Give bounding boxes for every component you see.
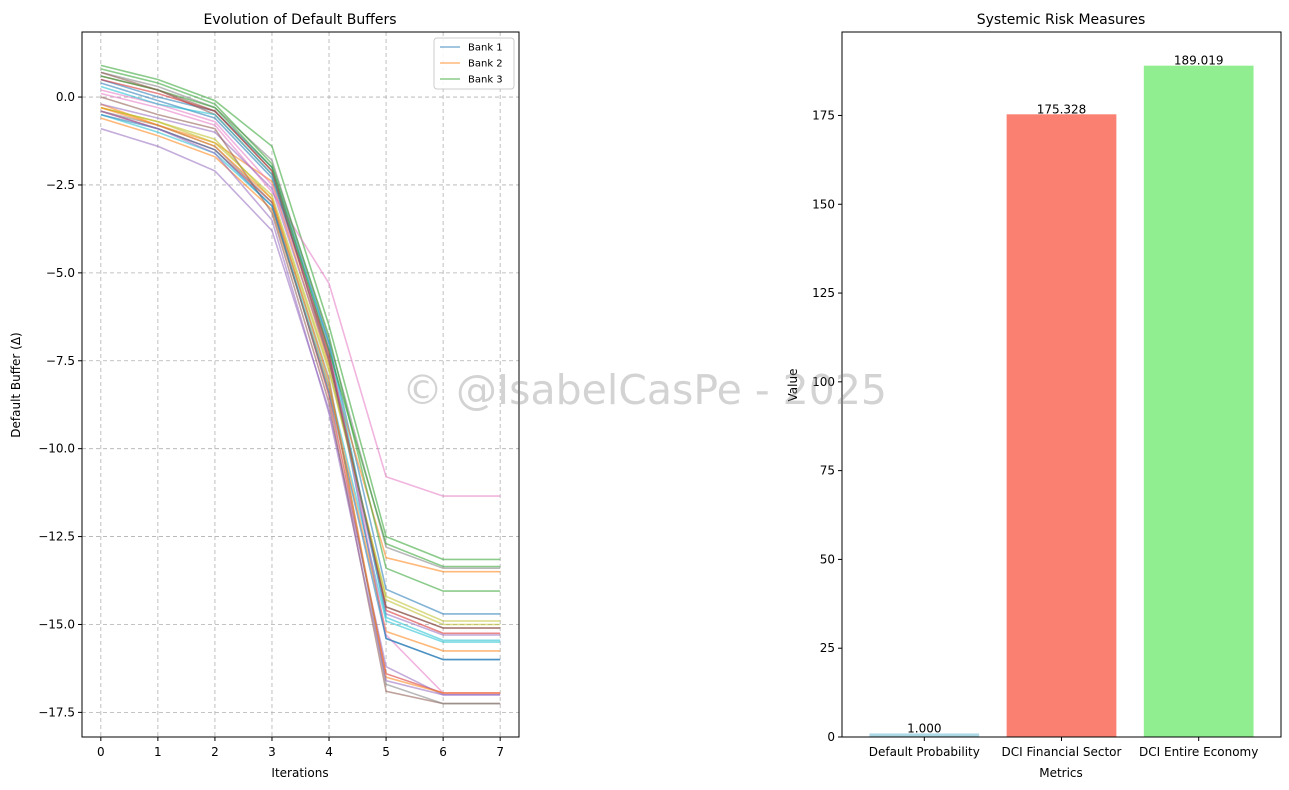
x-tick-label: 6 [439,745,447,759]
legend-label: Bank 1 [468,43,503,54]
series-line-13 [100,68,501,592]
series-line-15 [100,103,501,636]
bar-chart-bars [869,65,1254,738]
x-tick-label: 2 [211,745,219,759]
bar-3 [1143,65,1254,737]
line-chart-legend: Bank 1 Bank 2 Bank 3 [433,37,515,90]
series-line-3 [100,64,501,561]
series-line-16 [100,96,501,705]
bar-2 [1006,114,1117,738]
series-line-14 [100,78,501,635]
series-line-10 [100,113,501,643]
y-tick-label: −2.5 [46,178,75,192]
y-tick-label: 150 [812,197,835,211]
series-line-22 [100,106,501,694]
bar-chart-y-ticks: 0 25 50 75 100 125 150 175 [812,108,842,744]
y-tick-label: −17.5 [38,705,75,719]
legend-box [433,37,515,90]
y-tick-label: 25 [820,641,835,655]
line-chart-title: Evolution of Default Buffers [203,12,396,28]
line-chart-x-label: Iterations [271,766,328,780]
y-tick-label: −10.0 [38,442,75,456]
y-tick-label: −12.5 [38,530,75,544]
bar-chart-x-label: Metrics [1039,766,1083,780]
x-tick-label: Default Probability [869,745,980,759]
legend-label: Bank 3 [468,75,503,86]
series-line-24 [100,71,501,629]
y-tick-label: −15.0 [38,617,75,631]
series-line-7 [100,92,501,497]
bar-1 [869,733,980,737]
legend-label: Bank 2 [468,59,503,70]
x-tick-label: 3 [268,745,276,759]
y-tick-label: 75 [820,464,835,478]
y-tick-label: 0.0 [56,90,75,104]
x-tick-label: DCI Financial Sector [1002,745,1122,759]
bar-value-label: 175.328 [1037,102,1087,116]
series-line-25 [100,110,501,696]
line-chart-series [100,64,501,705]
line-plot-frame [81,31,520,738]
x-tick-label: 7 [496,745,504,759]
line-chart-x-ticks: 0 1 2 3 4 5 6 7 [97,737,504,759]
y-tick-label: 175 [812,108,835,122]
series-line-1 [100,78,501,615]
line-chart-y-label: Default Buffer (Δ) [9,332,23,437]
series-line-19 [100,106,501,626]
y-tick-label: −7.5 [46,354,75,368]
line-chart: 0 1 2 3 4 5 6 7 −17.5 −15.0 −12.5 −10.0 −7.5 −5.0 −2.… [9,12,520,780]
y-tick-label: 100 [812,375,835,389]
x-tick-label: 4 [325,745,333,759]
x-tick-label: 1 [154,745,162,759]
bar-chart-x-ticks: Default Probability DCI Financial Sector D… [869,737,1258,759]
x-tick-label: 0 [97,745,105,759]
bar-value-label: 189.019 [1174,54,1224,68]
y-tick-label: 0 [827,730,835,744]
bar-chart-value-labels: 1.000 175.328 189.019 [907,54,1223,736]
line-plot-background [82,32,519,737]
bar-chart-title: Systemic Risk Measures [977,12,1146,28]
y-tick-label: 125 [812,286,835,300]
bar-value-label: 1.000 [907,721,941,735]
y-tick-label: −5.0 [46,266,75,280]
bar-chart-y-label: Value [786,369,800,402]
y-tick-label: 50 [820,552,835,566]
x-tick-label: 5 [382,745,390,759]
line-chart-y-ticks: −17.5 −15.0 −12.5 −10.0 −7.5 −5.0 −2.5 0.0 [38,90,82,719]
x-tick-label: DCI Entire Economy [1139,745,1258,759]
